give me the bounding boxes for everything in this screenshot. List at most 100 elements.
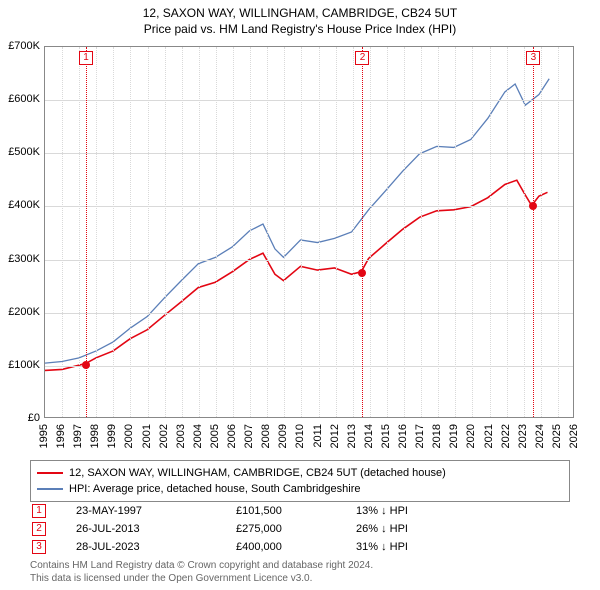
x-axis-label: 2006 [226, 424, 238, 448]
event-delta: 13% ↓ HPI [356, 505, 570, 517]
event-vline [362, 47, 363, 417]
gridline-v [490, 47, 491, 417]
footer-attribution: Contains HM Land Registry data © Crown c… [30, 560, 570, 585]
x-axis-label: 2018 [431, 424, 443, 448]
gridline-v [267, 47, 268, 417]
gridline-v [421, 47, 422, 417]
x-axis-label: 2003 [175, 424, 187, 448]
x-axis-label: 2004 [192, 424, 204, 448]
event-marker-box: 2 [32, 522, 46, 536]
event-marker-cell: 2 [30, 522, 76, 536]
event-marker-cell: 3 [30, 540, 76, 554]
event-dot [529, 202, 537, 210]
x-axis-label: 2020 [465, 424, 477, 448]
x-axis-label: 2015 [380, 424, 392, 448]
footer-line-2: This data is licensed under the Open Gov… [30, 573, 570, 586]
x-axis-label: 2002 [158, 424, 170, 448]
x-axis-label: 2024 [534, 424, 546, 448]
x-axis-label: 1997 [72, 424, 84, 448]
gridline-h [45, 260, 573, 261]
legend-label: 12, SAXON WAY, WILLINGHAM, CAMBRIDGE, CB… [69, 467, 446, 479]
gridline-v [148, 47, 149, 417]
event-date: 28-JUL-2023 [76, 541, 236, 553]
event-dot [358, 269, 366, 277]
x-axis-label: 2009 [277, 424, 289, 448]
gridline-v [319, 47, 320, 417]
event-row: 3 28-JUL-2023 £400,000 31% ↓ HPI [30, 538, 570, 556]
event-marker-box: 3 [526, 51, 540, 65]
x-axis-label: 1999 [106, 424, 118, 448]
event-marker-box: 1 [32, 504, 46, 518]
x-axis-label: 2011 [312, 424, 324, 448]
gridline-v [96, 47, 97, 417]
event-price: £400,000 [236, 541, 356, 553]
gridline-v [438, 47, 439, 417]
event-price: £275,000 [236, 523, 356, 535]
gridline-v [370, 47, 371, 417]
event-marker-box: 2 [355, 51, 369, 65]
gridline-v [524, 47, 525, 417]
gridline-v [182, 47, 183, 417]
gridline-v [284, 47, 285, 417]
x-axis-label: 2026 [568, 424, 580, 448]
x-axis-label: 2005 [209, 424, 221, 448]
y-axis-label: £600K [0, 93, 40, 105]
x-axis-label: 2019 [448, 424, 460, 448]
x-axis-label: 2001 [141, 424, 153, 448]
legend-swatch [37, 488, 63, 490]
legend-label: HPI: Average price, detached house, Sout… [69, 483, 360, 495]
title-block: 12, SAXON WAY, WILLINGHAM, CAMBRIDGE, CB… [0, 0, 600, 36]
gridline-h [45, 313, 573, 314]
chart-plot-area: 1 2 3 [44, 46, 574, 418]
series-line-hpi [45, 79, 549, 363]
event-price: £101,500 [236, 505, 356, 517]
gridline-v [113, 47, 114, 417]
gridline-v [472, 47, 473, 417]
gridline-v [404, 47, 405, 417]
event-row: 2 26-JUL-2013 £275,000 26% ↓ HPI [30, 520, 570, 538]
legend: 12, SAXON WAY, WILLINGHAM, CAMBRIDGE, CB… [30, 460, 570, 502]
x-axis-label: 2016 [397, 424, 409, 448]
gridline-h [45, 366, 573, 367]
x-axis-label: 2017 [414, 424, 426, 448]
event-vline [533, 47, 534, 417]
legend-item: HPI: Average price, detached house, Sout… [37, 481, 563, 497]
x-axis-label: 2022 [500, 424, 512, 448]
gridline-v [233, 47, 234, 417]
y-axis-label: £400K [0, 199, 40, 211]
y-axis-label: £0 [0, 412, 40, 424]
legend-swatch [37, 472, 63, 474]
title-line-1: 12, SAXON WAY, WILLINGHAM, CAMBRIDGE, CB… [0, 6, 600, 20]
gridline-v [62, 47, 63, 417]
gridline-v [79, 47, 80, 417]
x-axis-label: 1996 [55, 424, 67, 448]
legend-item: 12, SAXON WAY, WILLINGHAM, CAMBRIDGE, CB… [37, 465, 563, 481]
gridline-v [387, 47, 388, 417]
gridline-h [45, 100, 573, 101]
x-axis-label: 2007 [243, 424, 255, 448]
x-axis-label: 2014 [363, 424, 375, 448]
x-axis-label: 2013 [346, 424, 358, 448]
x-axis-label: 1995 [38, 424, 50, 448]
x-axis-label: 2010 [294, 424, 306, 448]
gridline-v [455, 47, 456, 417]
gridline-v [216, 47, 217, 417]
x-axis-label: 2012 [329, 424, 341, 448]
gridline-v [301, 47, 302, 417]
event-dot [82, 361, 90, 369]
y-axis-label: £200K [0, 306, 40, 318]
event-marker-box: 3 [32, 540, 46, 554]
x-axis-label: 2008 [260, 424, 272, 448]
x-axis-label: 1998 [89, 424, 101, 448]
title-line-2: Price paid vs. HM Land Registry's House … [0, 22, 600, 36]
y-axis-label: £100K [0, 359, 40, 371]
figure: 12, SAXON WAY, WILLINGHAM, CAMBRIDGE, CB… [0, 0, 600, 590]
y-axis-label: £300K [0, 253, 40, 265]
gridline-h [45, 206, 573, 207]
gridline-v [541, 47, 542, 417]
y-axis-label: £500K [0, 146, 40, 158]
event-marker-box: 1 [79, 51, 93, 65]
gridline-v [336, 47, 337, 417]
event-date: 23-MAY-1997 [76, 505, 236, 517]
event-row: 1 23-MAY-1997 £101,500 13% ↓ HPI [30, 502, 570, 520]
